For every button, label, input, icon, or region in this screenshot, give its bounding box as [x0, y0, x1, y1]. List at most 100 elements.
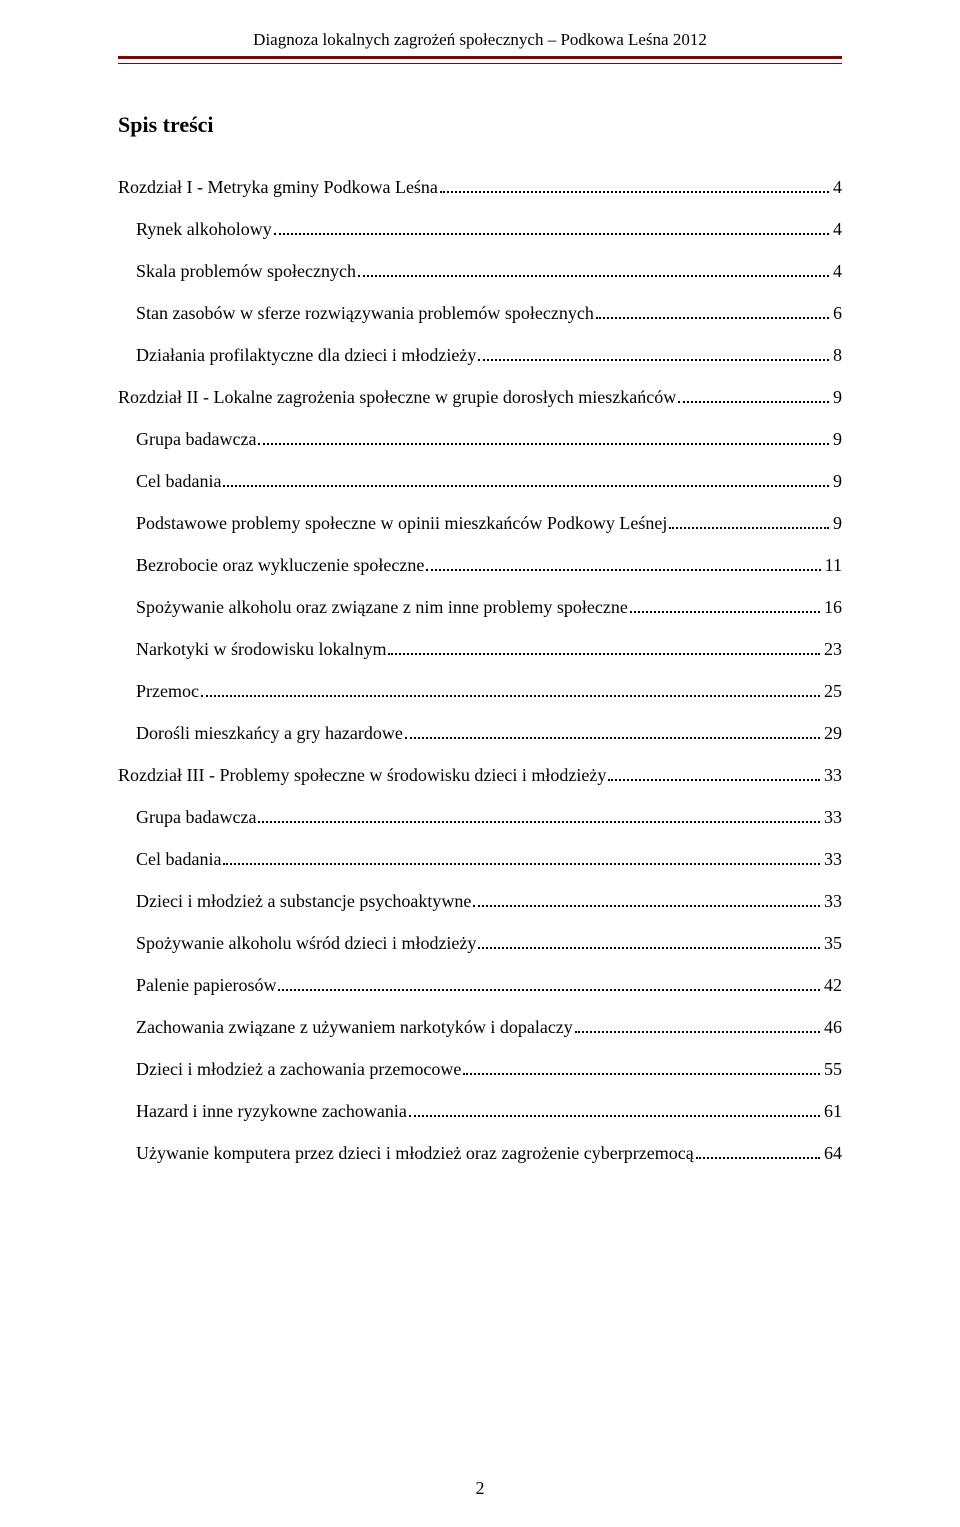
toc-entry: Zachowania związane z używaniem narkotyk… [136, 1018, 842, 1036]
table-of-contents: Rozdział I - Metryka gminy Podkowa Leśna… [118, 178, 842, 1162]
toc-entry-page: 64 [824, 1144, 842, 1162]
toc-leader-dots [223, 854, 820, 865]
toc-leader-dots [388, 644, 820, 655]
toc-entry-label: Działania profilaktyczne dla dzieci i mł… [136, 346, 476, 364]
toc-entry-label: Rynek alkoholowy [136, 220, 272, 238]
toc-entry-label: Dzieci i młodzież a substancje psychoakt… [136, 892, 471, 910]
toc-entry: Grupa badawcza 33 [136, 808, 842, 826]
toc-entry-page: 9 [833, 388, 842, 406]
toc-entry: Rozdział I - Metryka gminy Podkowa Leśna… [118, 178, 842, 196]
toc-entry: Rozdział III - Problemy społeczne w środ… [118, 766, 842, 784]
toc-entry-page: 11 [825, 556, 842, 574]
toc-entry: Spożywanie alkoholu wśród dzieci i młodz… [136, 934, 842, 952]
toc-entry: Rozdział II - Lokalne zagrożenia społecz… [118, 388, 842, 406]
toc-leader-dots [440, 182, 829, 193]
toc-entry-label: Dorośli mieszkańcy a gry hazardowe [136, 724, 403, 742]
toc-leader-dots [463, 1064, 820, 1075]
toc-entry-label: Cel badania [136, 850, 221, 868]
toc-entry-page: 8 [833, 346, 842, 364]
toc-entry: Grupa badawcza 9 [136, 430, 842, 448]
toc-entry-page: 4 [833, 178, 842, 196]
toc-entry-label: Bezrobocie oraz wykluczenie społeczne [136, 556, 424, 574]
toc-entry-page: 33 [824, 808, 842, 826]
toc-entry-page: 9 [833, 514, 842, 532]
toc-entry: Spożywanie alkoholu oraz związane z nim … [136, 598, 842, 616]
toc-entry-label: Rozdział III - Problemy społeczne w środ… [118, 766, 606, 784]
toc-entry: Używanie komputera przez dzieci i młodzi… [136, 1144, 842, 1162]
toc-entry-label: Stan zasobów w sferze rozwiązywania prob… [136, 304, 594, 322]
toc-entry-label: Narkotyki w środowisku lokalnym [136, 640, 386, 658]
toc-entry: Skala problemów społecznych 4 [136, 262, 842, 280]
toc-entry: Cel badania 9 [136, 472, 842, 490]
toc-entry-page: 55 [824, 1060, 842, 1078]
toc-entry-label: Hazard i inne ryzykowne zachowania [136, 1102, 407, 1120]
toc-leader-dots [278, 980, 820, 991]
toc-entry-label: Skala problemów społecznych [136, 262, 356, 280]
toc-entry-label: Rozdział II - Lokalne zagrożenia społecz… [118, 388, 676, 406]
page-number: 2 [476, 1478, 485, 1499]
toc-entry-label: Zachowania związane z używaniem narkotyk… [136, 1018, 573, 1036]
toc-entry: Cel badania 33 [136, 850, 842, 868]
toc-entry-page: 46 [824, 1018, 842, 1036]
toc-entry-page: 25 [824, 682, 842, 700]
toc-entry: Rynek alkoholowy 4 [136, 220, 842, 238]
toc-entry: Hazard i inne ryzykowne zachowania 61 [136, 1102, 842, 1120]
toc-entry: Dzieci i młodzież a substancje psychoakt… [136, 892, 842, 910]
toc-entry-page: 29 [824, 724, 842, 742]
toc-entry: Stan zasobów w sferze rozwiązywania prob… [136, 304, 842, 322]
document-page: Diagnoza lokalnych zagrożeń społecznych … [0, 0, 960, 1527]
toc-entry-label: Cel badania [136, 472, 221, 490]
toc-leader-dots [473, 896, 820, 907]
toc-leader-dots [630, 602, 820, 613]
toc-entry-page: 33 [824, 850, 842, 868]
toc-leader-dots [201, 686, 820, 697]
toc-entry: Podstawowe problemy społeczne w opinii m… [136, 514, 842, 532]
toc-entry-page: 9 [833, 430, 842, 448]
toc-entry-label: Rozdział I - Metryka gminy Podkowa Leśna [118, 178, 438, 196]
toc-entry-page: 4 [833, 220, 842, 238]
toc-entry: Palenie papierosów 42 [136, 976, 842, 994]
toc-entry: Narkotyki w środowisku lokalnym 23 [136, 640, 842, 658]
toc-entry-page: 23 [824, 640, 842, 658]
toc-leader-dots [696, 1148, 820, 1159]
toc-entry-page: 35 [824, 934, 842, 952]
toc-leader-dots [258, 812, 820, 823]
toc-leader-dots [669, 518, 829, 529]
toc-entry-label: Przemoc [136, 682, 199, 700]
toc-entry-label: Grupa badawcza [136, 808, 256, 826]
toc-entry: Bezrobocie oraz wykluczenie społeczne 11 [136, 556, 842, 574]
toc-entry-label: Spożywanie alkoholu oraz związane z nim … [136, 598, 628, 616]
toc-entry: Działania profilaktyczne dla dzieci i mł… [136, 346, 842, 364]
toc-leader-dots [478, 938, 820, 949]
toc-leader-dots [274, 224, 829, 235]
toc-leader-dots [223, 476, 829, 487]
toc-leader-dots [258, 434, 829, 445]
toc-entry: Dzieci i młodzież a zachowania przemocow… [136, 1060, 842, 1078]
toc-entry-label: Spożywanie alkoholu wśród dzieci i młodz… [136, 934, 476, 952]
toc-entry-page: 33 [824, 766, 842, 784]
toc-entry-label: Grupa badawcza [136, 430, 256, 448]
toc-entry-page: 61 [824, 1102, 842, 1120]
running-header: Diagnoza lokalnych zagrożeń społecznych … [118, 30, 842, 50]
toc-leader-dots [608, 770, 820, 781]
toc-leader-dots [596, 308, 829, 319]
toc-entry-page: 33 [824, 892, 842, 910]
toc-entry-label: Podstawowe problemy społeczne w opinii m… [136, 514, 667, 532]
toc-entry-page: 9 [833, 472, 842, 490]
toc-entry-label: Dzieci i młodzież a zachowania przemocow… [136, 1060, 461, 1078]
toc-title: Spis treści [118, 112, 842, 138]
toc-entry: Przemoc 25 [136, 682, 842, 700]
toc-leader-dots [409, 1106, 820, 1117]
toc-entry-page: 4 [833, 262, 842, 280]
toc-entry: Dorośli mieszkańcy a gry hazardowe 29 [136, 724, 842, 742]
toc-entry-label: Palenie papierosów [136, 976, 276, 994]
toc-leader-dots [426, 560, 820, 571]
toc-entry-page: 6 [833, 304, 842, 322]
toc-entry-page: 42 [824, 976, 842, 994]
toc-leader-dots [405, 728, 820, 739]
header-rule [118, 56, 842, 64]
toc-entry-page: 16 [824, 598, 842, 616]
toc-entry-label: Używanie komputera przez dzieci i młodzi… [136, 1144, 694, 1162]
toc-leader-dots [478, 350, 829, 361]
toc-leader-dots [358, 266, 829, 277]
